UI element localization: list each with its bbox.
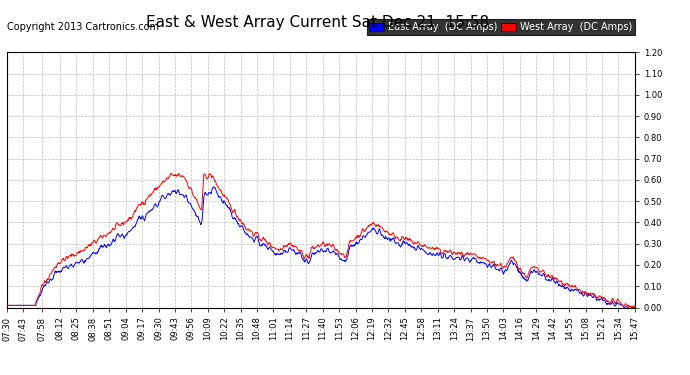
Text: Copyright 2013 Cartronics.com: Copyright 2013 Cartronics.com bbox=[7, 22, 159, 32]
Text: East & West Array Current Sat Dec 21  15:58: East & West Array Current Sat Dec 21 15:… bbox=[146, 15, 489, 30]
Legend: East Array  (DC Amps), West Array  (DC Amps): East Array (DC Amps), West Array (DC Amp… bbox=[366, 20, 635, 35]
